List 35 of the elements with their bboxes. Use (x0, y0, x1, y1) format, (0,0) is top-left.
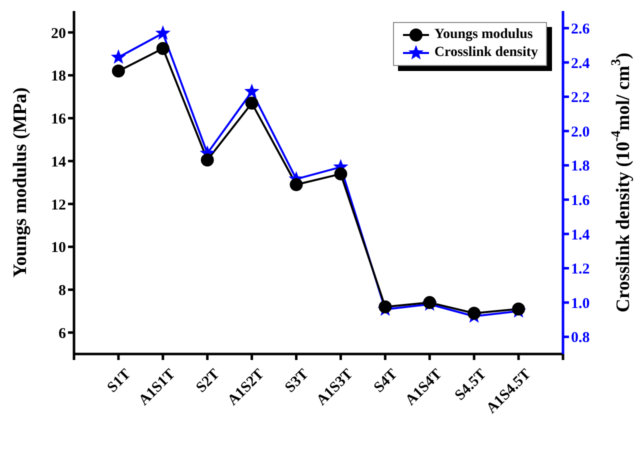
y2-tick-label: 1.4 (571, 227, 590, 244)
y-axis-title: Youngs modulus (MPa) (10, 87, 30, 278)
x-tick-label: S3T (282, 366, 312, 396)
y2-tick-label: 2.4 (571, 56, 590, 72)
point (245, 96, 258, 110)
point (200, 153, 214, 166)
x-tick-label: S4T (371, 366, 401, 396)
y2-tick-label: 0.8 (571, 330, 590, 346)
legend-label: Crosslink density (434, 45, 538, 60)
y-tick-label: 20 (51, 26, 66, 42)
point (110, 49, 126, 64)
y-tick-label: 14 (51, 154, 66, 170)
point (244, 84, 260, 98)
y2-tick-label: 1.0 (571, 296, 590, 312)
y-tick-label: 16 (51, 112, 66, 128)
y2-tick-label: 1.8 (571, 158, 590, 175)
point (290, 178, 303, 192)
y-tick-label: 6 (58, 326, 66, 342)
point (112, 64, 125, 78)
y-tick-label: 18 (51, 68, 66, 85)
legend-label: Youngs modulus (434, 27, 533, 42)
x-tick-label: S1T (104, 366, 134, 396)
y2-tick-label: 2.2 (571, 90, 590, 106)
y-tick-label: 8 (58, 283, 66, 300)
x-tick-label: S2T (193, 366, 223, 396)
y-tick-label: 10 (51, 240, 66, 256)
point (468, 306, 481, 320)
y-tick-label: 12 (51, 197, 66, 214)
point (334, 167, 348, 180)
y2-tick-label: 1.6 (571, 192, 590, 209)
y2-tick-label: 2.0 (571, 124, 590, 140)
point (155, 25, 171, 40)
point (156, 42, 170, 56)
y2-tick-label: 2.6 (571, 21, 590, 38)
y2-tick-label: 1.2 (571, 262, 590, 278)
